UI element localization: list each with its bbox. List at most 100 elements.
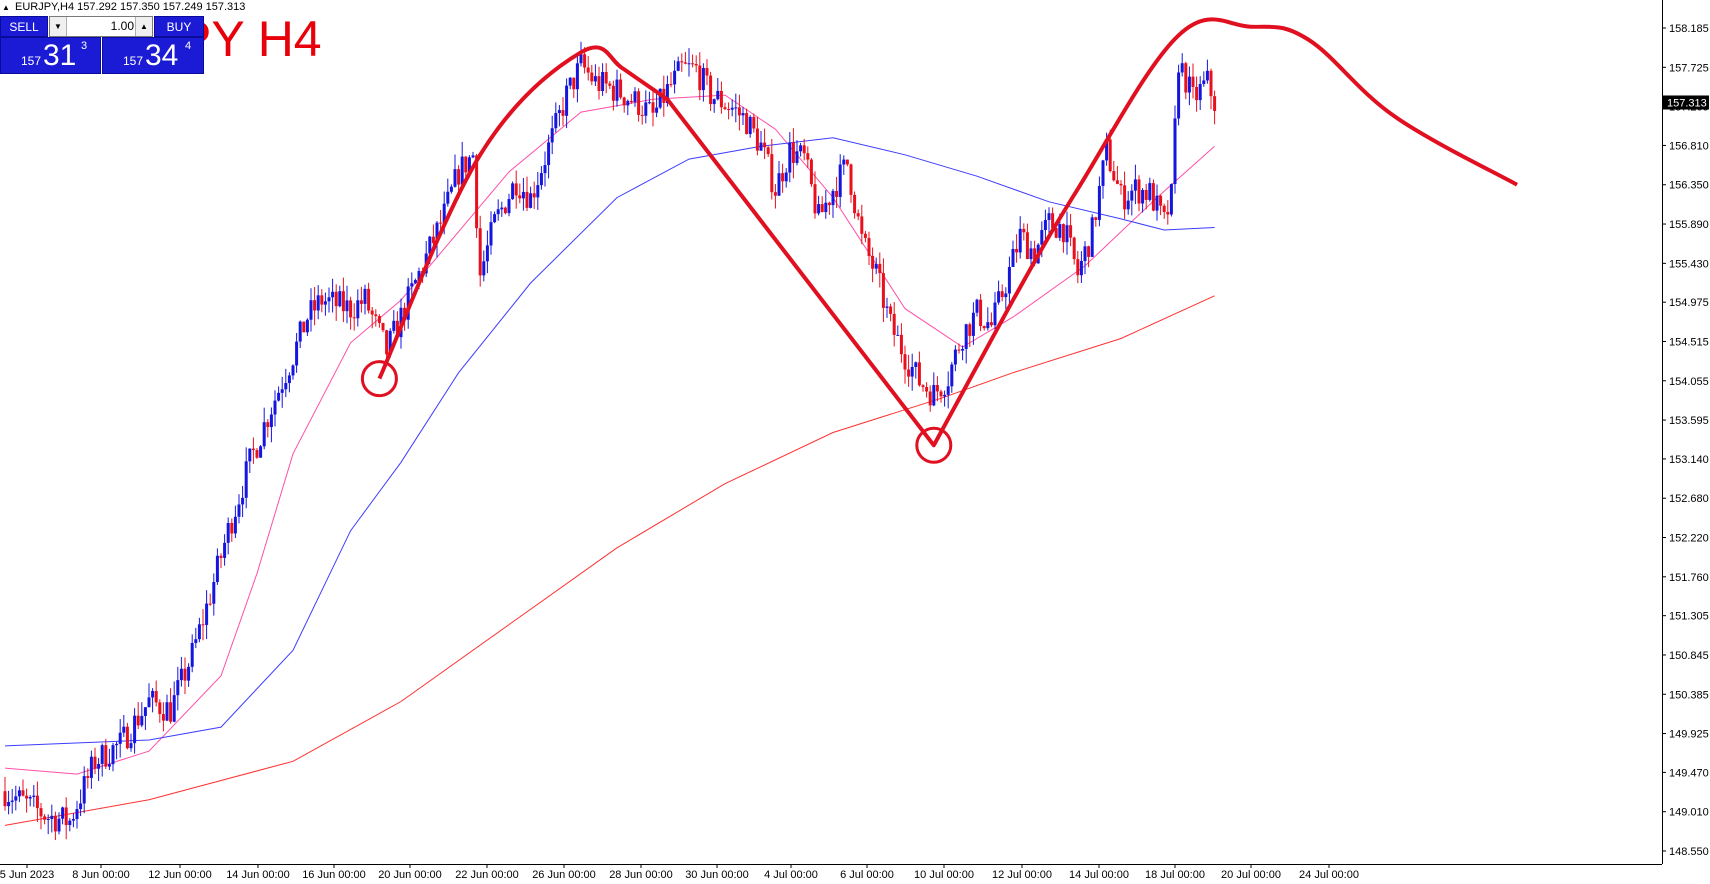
ask-quote-prefix: 157	[123, 54, 144, 68]
price-tick-label: 153.140	[1669, 454, 1709, 466]
collapse-triangle-icon[interactable]: ▲	[2, 3, 10, 12]
bear-candle	[604, 71, 608, 84]
bear-candle	[881, 273, 885, 308]
price-tick-label: 152.680	[1669, 493, 1709, 505]
bear-candle	[230, 522, 234, 534]
bull-candle	[129, 743, 133, 749]
bull-candle	[712, 99, 716, 105]
bear-candle	[266, 422, 270, 428]
price-tick-label: 155.430	[1669, 258, 1709, 270]
bear-candle	[979, 299, 983, 327]
pattern-circle-marker[interactable]	[915, 426, 953, 464]
price-tick-label: 156.350	[1669, 180, 1709, 192]
lot-increase-icon[interactable]: ▲	[135, 17, 152, 36]
bull-candle	[932, 385, 936, 406]
lot-decrease-icon[interactable]: ▼	[50, 17, 67, 36]
bear-candle	[514, 183, 518, 196]
bear-candle	[853, 194, 857, 214]
bull-candle	[259, 446, 263, 458]
bull-candle	[1029, 248, 1033, 260]
bear-candle	[619, 79, 623, 98]
bear-candle	[1015, 248, 1019, 253]
price-tick-label: 149.010	[1669, 807, 1709, 819]
lot-size-value[interactable]: 1.00	[110, 19, 134, 33]
bear-candle	[208, 603, 212, 605]
bull-candle	[842, 159, 846, 165]
bull-candle	[205, 603, 209, 625]
bear-candle	[532, 193, 536, 198]
bull-candle	[61, 807, 65, 819]
price-tick-label: 153.595	[1669, 415, 1709, 427]
bull-candle	[1198, 84, 1202, 101]
bull-candle	[467, 157, 471, 173]
sell-button[interactable]: SELL	[0, 16, 48, 37]
bear-candle	[1162, 205, 1166, 212]
bull-candle	[115, 743, 119, 746]
bull-candle	[1141, 189, 1145, 204]
bear-candle	[813, 184, 817, 214]
bear-candle	[791, 142, 795, 163]
bear-candle	[867, 237, 871, 256]
bear-candle	[925, 387, 929, 392]
bear-candle	[820, 204, 824, 213]
time-tick-label: 26 Jun 00:00	[532, 869, 596, 881]
bear-candle	[845, 159, 849, 165]
bear-candle	[1195, 87, 1199, 101]
bear-candle	[1025, 232, 1029, 260]
cup-pattern-curve[interactable]	[377, 17, 1518, 448]
bear-candle	[1119, 183, 1123, 186]
bear-candle	[475, 155, 479, 229]
bear-candle	[586, 67, 590, 73]
pattern-circle-marker[interactable]	[360, 360, 398, 398]
bear-candle	[745, 113, 749, 135]
one-click-trading-panel: SELL ▼ 1.00 ▲ BUY 157 31 3 157 34 4	[0, 16, 204, 74]
bull-candle	[449, 186, 453, 192]
bear-candle	[1033, 248, 1037, 264]
bull-candle	[799, 145, 803, 152]
bear-candle	[691, 63, 695, 65]
bull-candle	[1040, 230, 1044, 245]
bear-candle	[921, 385, 925, 388]
bull-candle	[615, 79, 619, 101]
bull-candle	[507, 199, 511, 214]
bear-candle	[439, 222, 443, 224]
bull-candle	[471, 155, 475, 158]
price-tick-label: 158.185	[1669, 23, 1709, 35]
bid-quote[interactable]: 157 31 3	[0, 37, 101, 74]
bull-candle	[971, 312, 975, 336]
bull-candle	[1079, 260, 1083, 276]
bull-candle	[295, 341, 299, 366]
bear-candle	[1137, 179, 1141, 204]
bull-candle	[550, 128, 554, 143]
lot-size-field[interactable]: ▼ 1.00 ▲	[49, 16, 153, 37]
bull-candle	[82, 776, 86, 804]
bear-candle	[957, 349, 961, 351]
time-tick-label: 6 Jul 00:00	[840, 869, 894, 881]
bear-candle	[158, 702, 162, 715]
bull-candle	[1090, 217, 1094, 257]
buy-button[interactable]: BUY	[154, 16, 204, 37]
bull-candle	[190, 642, 194, 667]
time-tick-label: 8 Jun 00:00	[72, 869, 130, 881]
bull-candle	[1083, 246, 1087, 261]
ask-quote[interactable]: 157 34 4	[102, 37, 204, 74]
bear-candle	[1213, 96, 1217, 111]
ma-slow-line	[4, 295, 1215, 826]
bear-candle	[1144, 189, 1148, 200]
bull-candle	[658, 88, 662, 108]
bear-candle	[727, 109, 731, 111]
bear-candle	[907, 369, 911, 377]
bear-candle	[367, 288, 371, 311]
bear-candle	[766, 147, 770, 155]
bull-candle	[176, 680, 180, 696]
bull-candle	[147, 697, 151, 708]
bear-candle	[169, 702, 173, 722]
bull-candle	[107, 764, 111, 767]
bull-candle	[489, 222, 493, 246]
bull-candle	[565, 85, 569, 116]
bull-candle	[557, 110, 561, 114]
bear-candle	[683, 62, 687, 64]
bull-candle	[539, 173, 543, 186]
bear-candle	[21, 790, 25, 796]
